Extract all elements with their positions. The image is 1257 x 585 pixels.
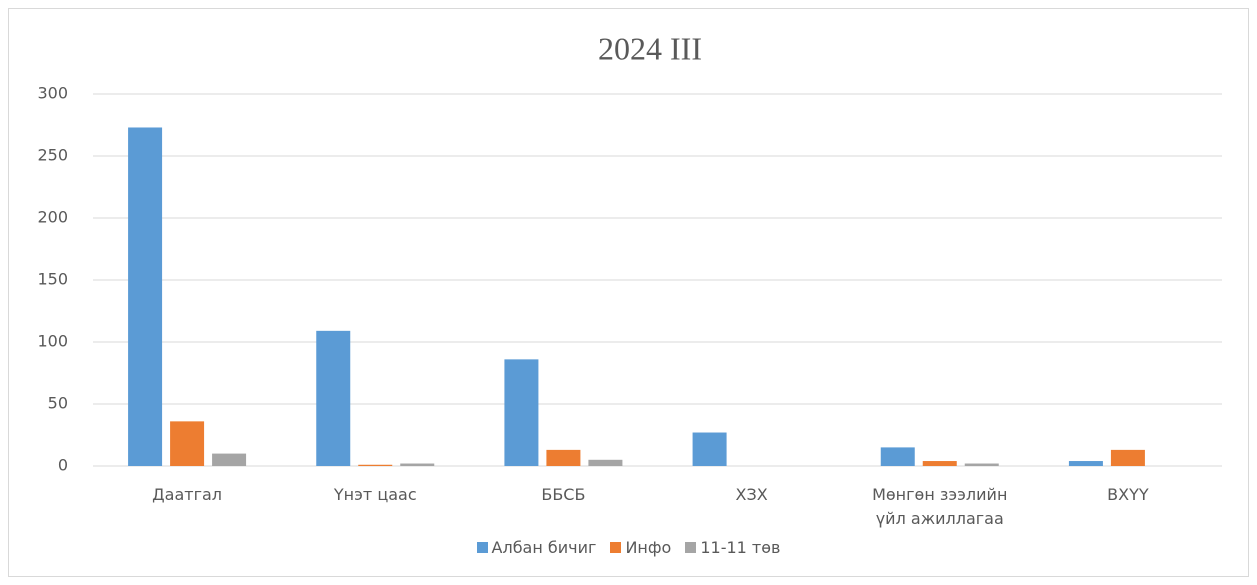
bar — [358, 464, 393, 466]
y-tick-label: 250 — [37, 146, 68, 165]
bar — [588, 459, 623, 466]
legend-swatch — [476, 542, 488, 553]
bar — [546, 449, 581, 466]
x-tick-label: ВХҮҮ — [1107, 485, 1149, 504]
x-tick-label: ББСБ — [541, 485, 586, 504]
bar — [880, 447, 915, 466]
legend-item: 11-11 төв — [685, 538, 780, 557]
legend: Албан бичиг Инфо 11-11 төв — [0, 538, 1257, 557]
y-tick-label: 300 — [37, 84, 68, 103]
legend-item: Инфо — [610, 538, 671, 557]
bar — [1110, 449, 1145, 466]
x-tick-label: Мөнгөн зээлийн үйл ажиллагаа — [872, 485, 1008, 528]
bar — [212, 453, 247, 466]
chart-frame — [8, 8, 1249, 577]
bar — [922, 461, 957, 466]
bar — [400, 463, 435, 466]
legend-item: Албан бичиг — [476, 538, 597, 557]
y-tick-label: 150 — [37, 270, 68, 289]
y-tick-label: 100 — [37, 332, 68, 351]
bar — [504, 359, 539, 466]
bar — [1068, 461, 1103, 466]
chart-title: 2024 III — [598, 30, 702, 66]
legend-swatch — [685, 542, 697, 553]
bar — [316, 330, 351, 466]
y-tick-label: 50 — [48, 394, 68, 413]
bar — [170, 421, 205, 466]
legend-swatch — [610, 542, 622, 553]
legend-label: Албан бичиг — [491, 538, 597, 557]
y-tick-label: 200 — [37, 208, 68, 227]
x-tick-label: Үнэт цаас — [333, 485, 417, 504]
x-tick-label: ХЗХ — [735, 485, 768, 504]
legend-label: 11-11 төв — [700, 538, 781, 557]
y-tick-label: 0 — [58, 456, 68, 475]
bar — [964, 463, 999, 466]
bar — [692, 432, 727, 466]
bar — [128, 127, 163, 466]
legend-label: Инфо — [625, 538, 672, 557]
x-tick-label: Даатгал — [152, 485, 223, 504]
